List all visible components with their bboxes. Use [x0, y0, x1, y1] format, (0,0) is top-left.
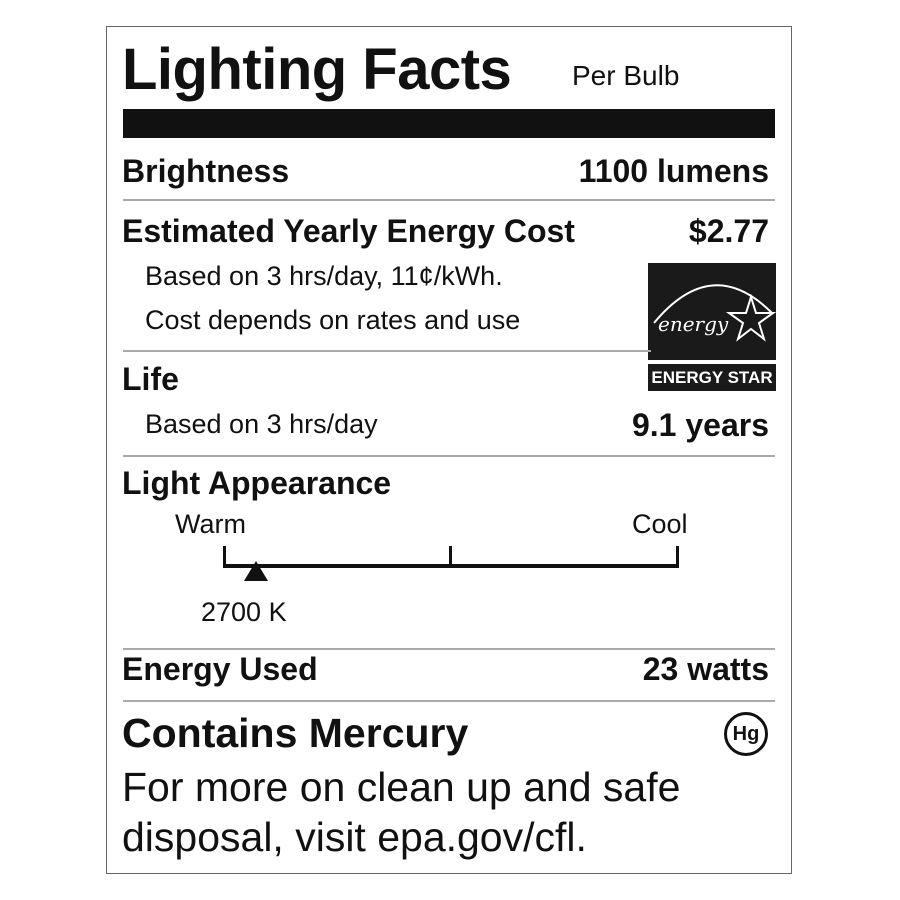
energy-star-logo: energy ENERGY STAR: [648, 263, 776, 391]
scale-tick: [676, 546, 679, 568]
life-value: 9.1 years: [631, 407, 769, 443]
cost-note-rate: Based on 3 hrs/day, 11¢/kWh.: [145, 261, 503, 291]
energy-star-icon: energy: [648, 263, 776, 360]
cost-label: Estimated Yearly Energy Cost: [122, 213, 575, 249]
mercury-label: Contains Mercury: [122, 710, 469, 756]
color-temperature-marker: [243, 561, 268, 581]
title-bar: [123, 109, 775, 138]
divider: [123, 199, 775, 201]
label-title: Lighting Facts: [122, 37, 512, 102]
warm-label: Warm: [175, 509, 246, 539]
mercury-info-line2: disposal, visit epa.gov/cfl.: [122, 814, 587, 860]
divider: [123, 350, 651, 352]
cool-label: Cool: [632, 509, 688, 539]
life-note: Based on 3 hrs/day: [145, 409, 378, 439]
color-temperature-value: 2700 K: [201, 597, 287, 627]
divider: [123, 648, 775, 650]
divider: [123, 700, 775, 702]
brightness-label: Brightness: [122, 153, 290, 189]
life-label: Life: [122, 361, 179, 397]
appearance-label: Light Appearance: [122, 465, 392, 501]
energy-used-label: Energy Used: [122, 651, 318, 687]
label-subtitle: Per Bulb: [572, 60, 680, 91]
mercury-info-line1: For more on clean up and safe: [122, 764, 681, 810]
mercury-hg-icon: Hg: [724, 712, 768, 756]
scale-tick: [449, 546, 452, 568]
cost-note-rates: Cost depends on rates and use: [145, 305, 521, 335]
energy-used-value: 23 watts: [642, 651, 769, 687]
divider: [123, 455, 775, 457]
scale-tick: [223, 546, 226, 568]
cost-value: $2.77: [688, 213, 769, 249]
brightness-value: 1100 lumens: [578, 153, 769, 189]
energy-star-text: ENERGY STAR: [648, 364, 776, 391]
lighting-facts-label: Lighting Facts Per Bulb Brightness 1100 …: [106, 26, 792, 874]
svg-text:energy: energy: [658, 312, 729, 336]
